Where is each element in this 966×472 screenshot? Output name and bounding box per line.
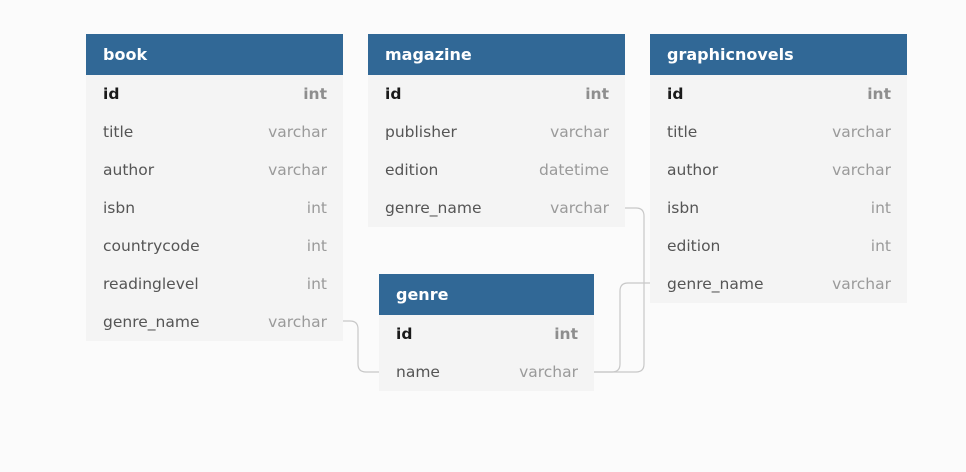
table-magazine[interactable]: magazine id int publisher varchar editio… (368, 34, 625, 227)
field-graphicnovels-title[interactable]: title varchar (650, 113, 907, 151)
field-name: title (667, 123, 698, 141)
field-name: isbn (103, 199, 136, 217)
field-book-countrycode[interactable]: countrycode int (86, 227, 343, 265)
field-type: varchar (832, 275, 891, 293)
field-type: datetime (539, 161, 609, 179)
field-type: varchar (550, 199, 609, 217)
field-name: title (103, 123, 134, 141)
field-name: genre_name (385, 199, 482, 217)
field-name: readinglevel (103, 275, 199, 293)
field-type: int (867, 85, 891, 103)
field-book-genre-name[interactable]: genre_name varchar (86, 303, 343, 341)
field-type: varchar (832, 161, 891, 179)
field-type: int (870, 199, 891, 217)
field-name: edition (385, 161, 439, 179)
field-magazine-edition[interactable]: edition datetime (368, 151, 625, 189)
table-genre[interactable]: genre id int name varchar (379, 274, 594, 391)
field-type: varchar (832, 123, 891, 141)
table-graphicnovels[interactable]: graphicnovels id int title varchar autho… (650, 34, 907, 303)
field-type: varchar (519, 363, 578, 381)
field-type: int (306, 237, 327, 255)
field-type: int (870, 237, 891, 255)
table-header-genre[interactable]: genre (379, 274, 594, 315)
field-type: varchar (268, 123, 327, 141)
field-type: varchar (550, 123, 609, 141)
table-header-book[interactable]: book (86, 34, 343, 75)
field-name: author (103, 161, 155, 179)
field-name: genre_name (103, 313, 200, 331)
field-name: edition (667, 237, 721, 255)
field-type: int (554, 325, 578, 343)
field-book-title[interactable]: title varchar (86, 113, 343, 151)
field-name: countrycode (103, 237, 200, 255)
field-magazine-genre-name[interactable]: genre_name varchar (368, 189, 625, 227)
field-name: isbn (667, 199, 700, 217)
field-graphicnovels-genre-name[interactable]: genre_name varchar (650, 265, 907, 303)
table-header-graphicnovels[interactable]: graphicnovels (650, 34, 907, 75)
field-book-isbn[interactable]: isbn int (86, 189, 343, 227)
field-magazine-id[interactable]: id int (368, 75, 625, 113)
relation-graphicnovels-genre (594, 282, 650, 373)
field-type: varchar (268, 161, 327, 179)
field-type: int (585, 85, 609, 103)
field-name: publisher (385, 123, 457, 141)
table-header-magazine[interactable]: magazine (368, 34, 625, 75)
field-magazine-publisher[interactable]: publisher varchar (368, 113, 625, 151)
field-name: author (667, 161, 719, 179)
table-book[interactable]: book id int title varchar author varchar… (86, 34, 343, 341)
field-type: varchar (268, 313, 327, 331)
field-name: name (396, 363, 440, 381)
relation-magazine-genre (594, 207, 645, 373)
field-graphicnovels-edition[interactable]: edition int (650, 227, 907, 265)
field-genre-name[interactable]: name varchar (379, 353, 594, 391)
field-graphicnovels-author[interactable]: author varchar (650, 151, 907, 189)
field-name: id (396, 325, 413, 343)
field-type: int (303, 85, 327, 103)
field-name: id (667, 85, 684, 103)
field-graphicnovels-id[interactable]: id int (650, 75, 907, 113)
field-genre-id[interactable]: id int (379, 315, 594, 353)
field-book-author[interactable]: author varchar (86, 151, 343, 189)
field-type: int (306, 275, 327, 293)
field-book-readinglevel[interactable]: readinglevel int (86, 265, 343, 303)
relation-book-genre (343, 320, 379, 373)
field-name: id (103, 85, 120, 103)
field-type: int (306, 199, 327, 217)
field-name: id (385, 85, 402, 103)
field-graphicnovels-isbn[interactable]: isbn int (650, 189, 907, 227)
field-book-id[interactable]: id int (86, 75, 343, 113)
field-name: genre_name (667, 275, 764, 293)
